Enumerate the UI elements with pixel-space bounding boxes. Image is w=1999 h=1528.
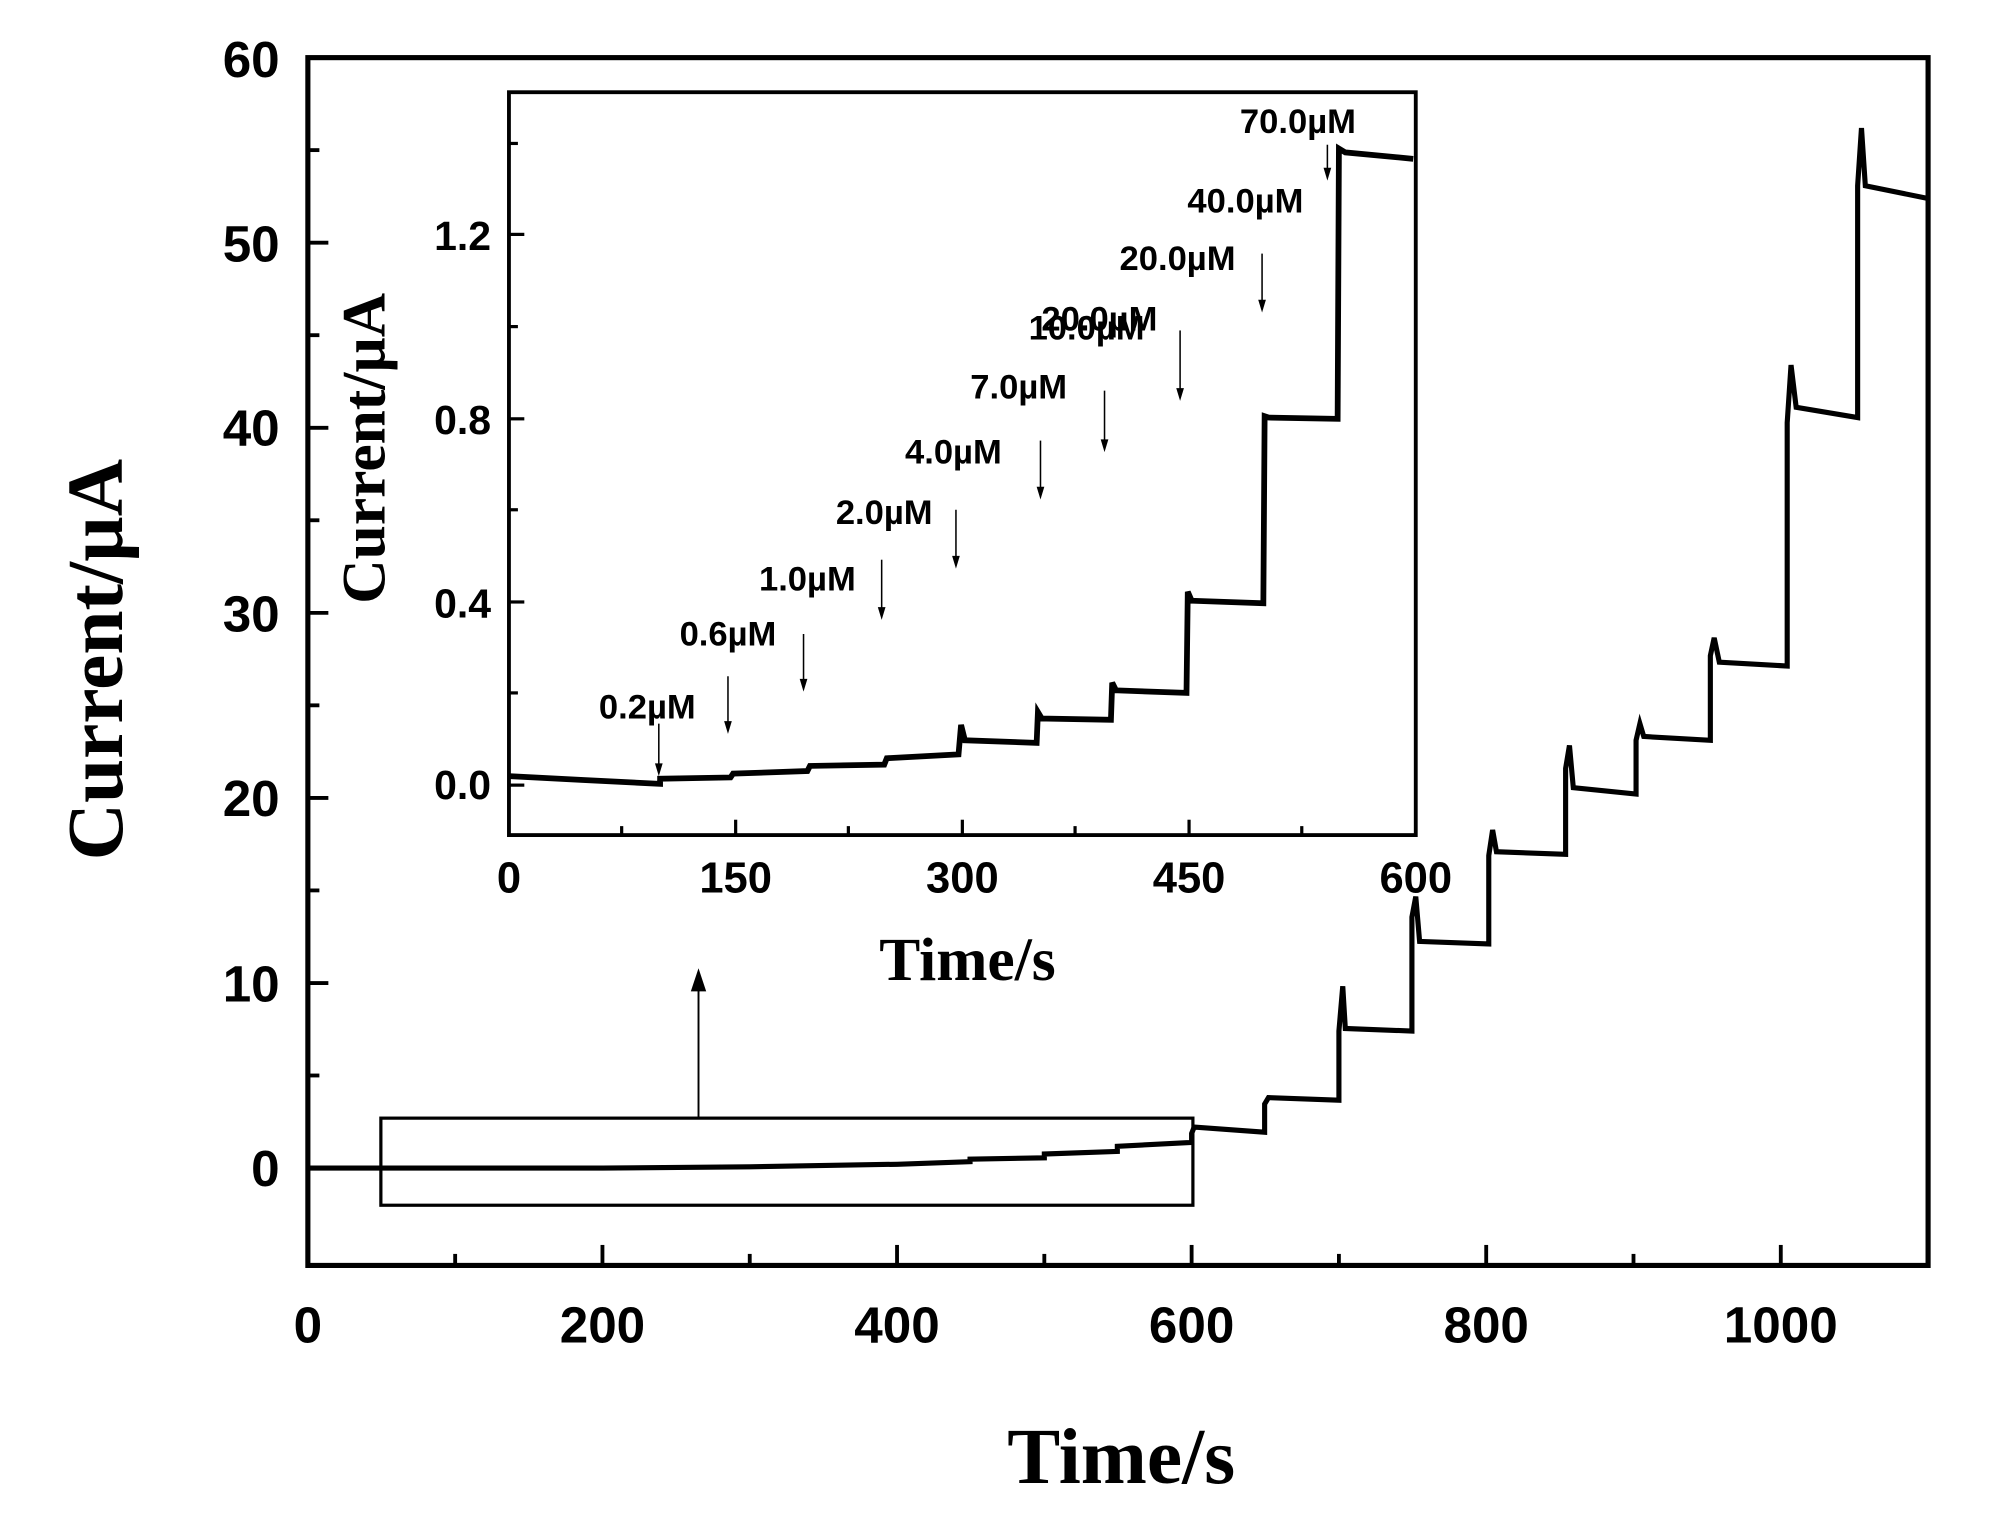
arrow-down-icon <box>1176 388 1184 401</box>
main-plot-frame <box>305 55 1931 1268</box>
annotation-20-0um: 20.0µM <box>1041 300 1184 401</box>
main-x-ticks <box>453 1244 1931 1266</box>
arrow-up-icon <box>690 968 707 1119</box>
svg-text:70.0µM: 70.0µM <box>1240 103 1356 141</box>
arrow-down-icon <box>877 607 886 620</box>
y-tick-label: 30 <box>223 585 280 642</box>
arrow-down-icon <box>654 763 663 777</box>
inset-x-ticks <box>620 819 1304 836</box>
y-tick-label: 10 <box>223 956 280 1013</box>
svg-text:0.6µM: 0.6µM <box>680 616 777 654</box>
inset-y-tick-label: 0.8 <box>434 397 491 443</box>
annotation-70-0um: 70.0µM <box>1240 103 1356 181</box>
arrow-down-icon <box>1323 167 1332 181</box>
inset-x-tick-label: 600 <box>1379 855 1452 903</box>
inset-x-tick-label: 450 <box>1153 855 1226 903</box>
annotation-7-0um: 7.0µM <box>970 368 1067 500</box>
svg-text:20.0µM: 20.0µM <box>1041 300 1157 338</box>
inset-x-tick-label: 300 <box>926 855 999 903</box>
main-y-tick-labels: 0 10 20 30 40 50 60 <box>223 31 280 1197</box>
arrow-down-icon <box>799 678 808 692</box>
svg-text:0.2µM: 0.2µM <box>599 689 696 727</box>
inset-y-tick-labels: 0.0 0.4 0.8 1.2 <box>434 213 491 808</box>
y-tick-label: 20 <box>223 770 280 827</box>
main-y-axis-label: Current/µA <box>52 459 140 861</box>
annotation-2-0um: 2.0µM <box>836 494 933 620</box>
svg-text:10.0µM: 10.0µM <box>1029 309 1145 347</box>
x-tick-label: 200 <box>560 1296 645 1353</box>
x-tick-label: 1000 <box>1724 1296 1838 1353</box>
inset-y-ticks <box>508 141 525 787</box>
arrow-down-icon <box>952 555 960 569</box>
inset-y-tick-label: 1.2 <box>434 213 491 259</box>
x-tick-label: 0 <box>294 1296 323 1353</box>
svg-text:1.0µM: 1.0µM <box>759 560 856 598</box>
inset-annotations: 0.2µM 0.6µM 1.0µM 2.0µM 4.0µM 7.0µM 10.0… <box>599 103 1356 777</box>
svg-text:7.0µM: 7.0µM <box>970 368 1067 406</box>
svg-text:20.0µM: 20.0µM <box>1120 240 1236 278</box>
inset-x-tick-label: 150 <box>699 855 772 903</box>
y-tick-label: 0 <box>251 1140 280 1197</box>
y-tick-label: 60 <box>223 31 280 88</box>
arrow-down-icon <box>1258 299 1266 313</box>
annotation-40-0um: 20.0µM <box>1120 240 1266 313</box>
inset-x-tick-label: 0 <box>497 855 521 903</box>
x-tick-label: 600 <box>1149 1296 1234 1353</box>
svg-text:2.0µM: 2.0µM <box>836 494 933 532</box>
y-tick-label: 40 <box>223 400 280 457</box>
annotation-10-0um: 10.0µM <box>1029 309 1145 453</box>
annotation-0-6um: 0.6µM <box>680 616 777 734</box>
arrow-down-icon <box>1036 486 1045 500</box>
zoom-region-box <box>379 1116 1195 1207</box>
inset-series-line <box>508 143 1414 787</box>
y-tick-label: 50 <box>223 215 280 272</box>
annotation-4-0um: 4.0µM <box>905 434 1002 569</box>
arrow-down-icon <box>724 721 732 734</box>
main-series-line <box>307 127 1929 1171</box>
main-x-axis-label: Time/s <box>1007 1413 1235 1501</box>
x-tick-label: 800 <box>1443 1296 1528 1353</box>
x-tick-label: 400 <box>854 1296 939 1353</box>
inset-x-axis-label: Time/s <box>879 926 1055 994</box>
inset-y-tick-label: 0.4 <box>434 580 491 626</box>
arrow-down-icon <box>1100 439 1109 453</box>
inset-y-tick-label: 0.0 <box>434 762 491 808</box>
annotation-1-0um: 1.0µM <box>759 560 856 692</box>
main-y-ticks <box>307 148 329 1171</box>
inset-x-tick-labels: 0 150 300 450 600 <box>497 855 1452 903</box>
annotation-0-2um: 0.2µM <box>599 689 696 777</box>
main-x-tick-labels: 0 200 400 600 800 1000 <box>294 1296 1838 1353</box>
inset-y-axis-label: Current/µA <box>331 293 399 604</box>
annotation-40-0um-label: 40.0µM <box>1187 183 1303 221</box>
svg-text:4.0µM: 4.0µM <box>905 434 1002 472</box>
